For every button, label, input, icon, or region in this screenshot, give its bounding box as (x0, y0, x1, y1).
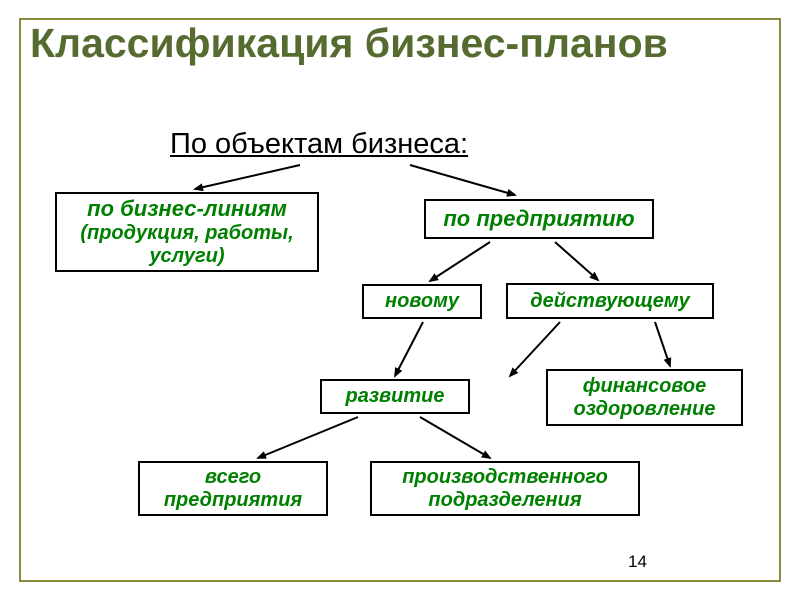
node-label: развитие (346, 385, 445, 408)
node-enterprise: по предприятию (424, 199, 654, 239)
node-label: по бизнес-линиям (87, 196, 287, 221)
node-label: по предприятию (443, 206, 634, 231)
node-production-unit: производственного подразделения (370, 461, 640, 516)
node-new: новому (362, 284, 482, 319)
node-label: финансовое оздоровление (556, 375, 733, 421)
page-number: 14 (628, 552, 647, 572)
node-label: производственного подразделения (380, 466, 630, 512)
node-business-lines: по бизнес-линиям (продукция, работы, усл… (55, 192, 319, 272)
node-financial-recovery: финансовое оздоровление (546, 369, 743, 426)
slide-subtitle: По объектам бизнеса: (170, 128, 468, 161)
node-development: развитие (320, 379, 470, 414)
node-existing: действующему (506, 283, 714, 319)
node-sublabel: (продукция, работы, услуги) (65, 222, 309, 268)
node-whole-enterprise: всего предприятия (138, 461, 328, 516)
node-label: действующему (530, 290, 690, 313)
slide-title: Классификация бизнес-планов (30, 20, 770, 67)
node-label: новому (385, 290, 459, 313)
node-label: всего предприятия (148, 466, 318, 512)
